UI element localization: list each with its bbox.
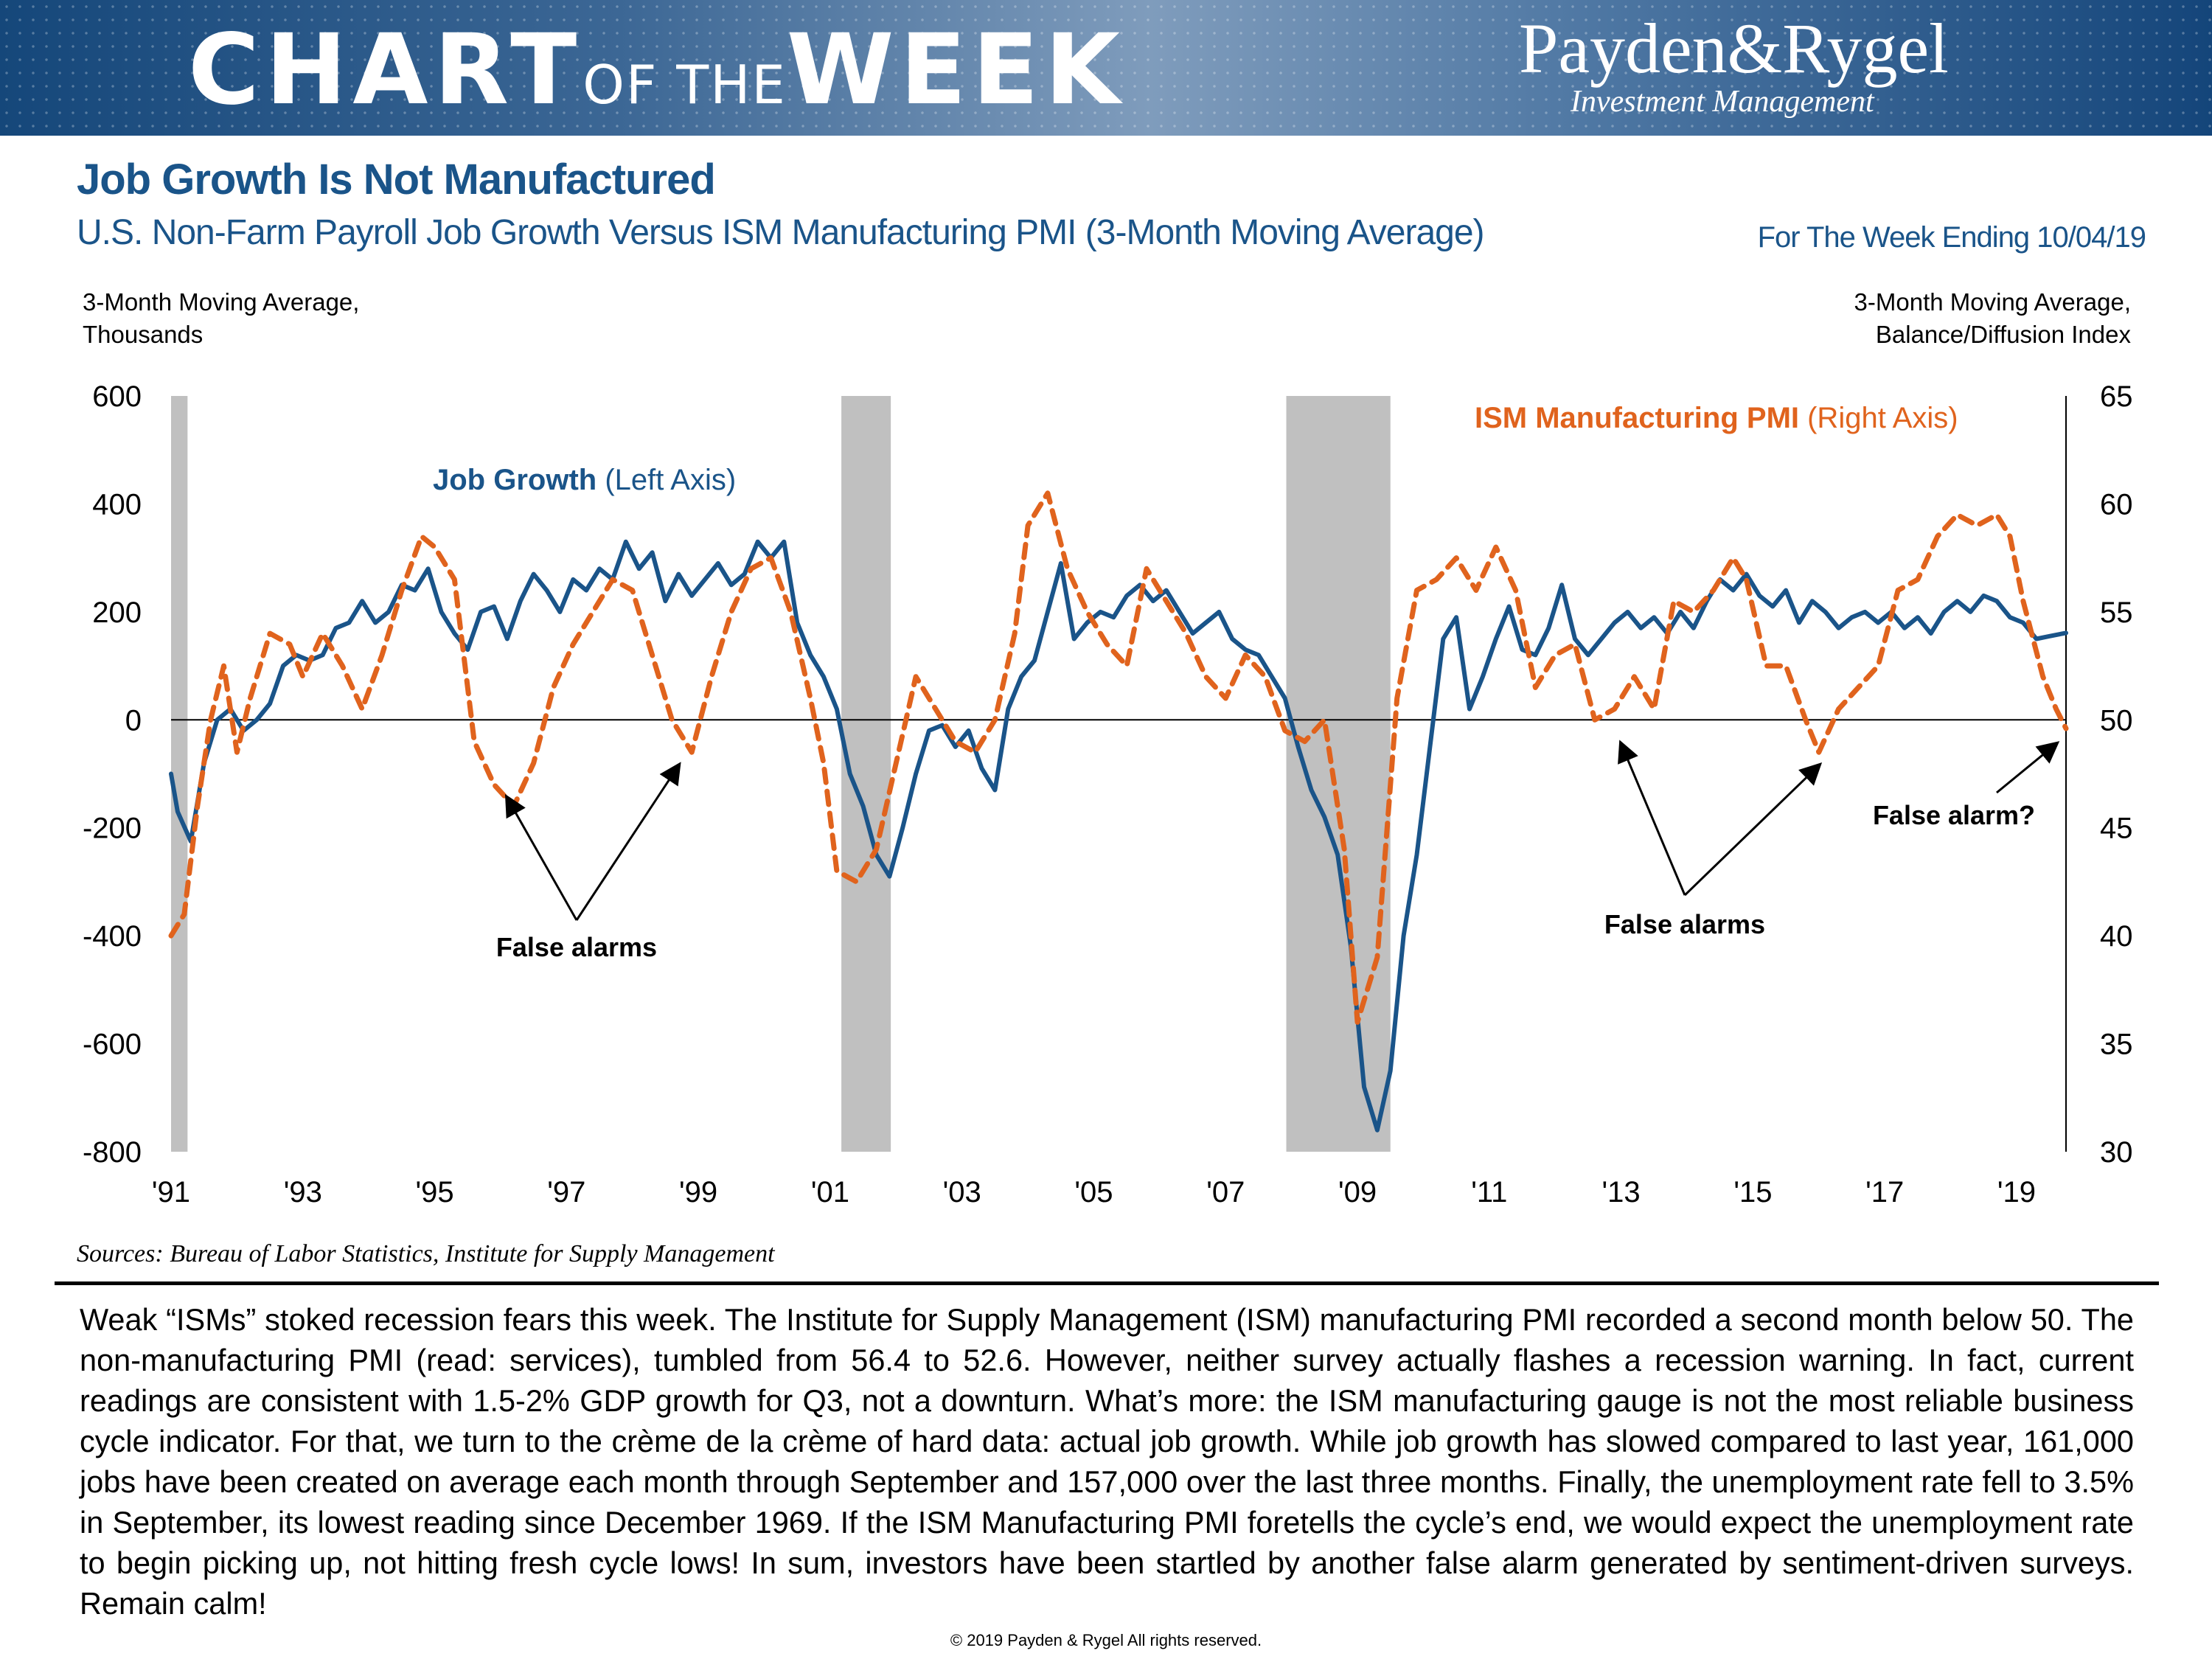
false-alarm-arrow [504,793,578,921]
right-axis-note: 3-Month Moving Average, Balance/Diffusio… [1854,286,2131,351]
right-tick-label: 35 [2100,1029,2133,1061]
x-tick-label: '99 [679,1176,717,1208]
false-alarm-arrow [1618,740,1686,896]
page-subtitle: U.S. Non-Farm Payroll Job Growth Versus … [77,213,1485,252]
x-tick-label: '03 [943,1176,981,1208]
week-ending: For The Week Ending 10/04/19 [1757,221,2146,254]
x-tick-label: '13 [1602,1176,1641,1208]
x-tick-label: '95 [415,1176,453,1208]
header-banner: CHARTOF THEWEEK Payden&Rygel Investment … [0,0,2212,136]
left-tick-label: 0 [125,704,142,737]
false-alarm-label: False alarms [1604,909,1765,939]
x-tick-label: '07 [1206,1176,1245,1208]
chart: 600 400 200 0 -200 -400 -600 -800 65 60 55 50 45 40 35… [83,380,2133,1208]
x-tick-label: '17 [1865,1176,1904,1208]
job-growth-label: Job Growth (Left Axis) [433,464,736,496]
false-alarm-label: False alarm? [1873,800,2035,830]
left-axis-note: 3-Month Moving Average, Thousands [83,286,359,351]
commentary-text: Weak “ISMs” stoked recession fears this … [80,1302,2134,1621]
x-tick-label: '93 [284,1176,322,1208]
x-tick-label: '01 [811,1176,849,1208]
x-tick-label: '19 [1997,1176,2036,1208]
logo-chart-text: CHART [188,13,583,127]
brand-subtitle: Investment Management [1571,85,1874,119]
left-tick-label: 600 [92,380,142,413]
right-tick-label: 45 [2100,813,2133,845]
chart-of-the-week-logo: CHARTOF THEWEEK [188,13,1126,127]
sources-note: Sources: Bureau of Labor Statistics, Ins… [77,1240,775,1267]
right-axis-note-line2: Balance/Diffusion Index [1875,321,2131,348]
right-tick-label: 30 [2100,1136,2133,1169]
ism-pmi-label: ISM Manufacturing PMI (Right Axis) [1475,402,1958,434]
left-tick-label: 200 [92,597,142,629]
logo-of-the-text: OF THE [582,54,787,116]
left-tick-label: -600 [83,1029,142,1061]
x-tick-label: '15 [1733,1176,1772,1208]
x-tick-label: '91 [152,1176,190,1208]
logo-week-text: WEEK [786,13,1127,127]
recession-bar-0 [171,396,188,1152]
brand-name: Payden&Rygel [1519,9,1949,88]
x-tick-label: '97 [547,1176,585,1208]
left-axis-note-line1: 3-Month Moving Average, [83,288,360,316]
recession-bar-2 [1286,396,1391,1152]
right-tick-label: 60 [2100,488,2133,521]
left-tick-label: -400 [83,920,142,953]
false-alarm-arrow [1996,741,2060,794]
x-tick-label: '05 [1074,1176,1113,1208]
copyright: © 2019 Payden & Rygel All rights reserve… [950,1631,1262,1649]
false-alarm-label: False alarms [496,932,657,962]
right-axis-note-line1: 3-Month Moving Average, [1854,288,2131,316]
left-tick-label: -200 [83,813,142,845]
ism-pmi-series-line [168,490,2069,1025]
x-tick-label: '09 [1338,1176,1377,1208]
banner-pattern [0,0,2212,136]
x-tick-label: '11 [1471,1176,1507,1208]
left-axis-note-line2: Thousands [83,321,204,348]
right-tick-label: 40 [2100,920,2133,953]
right-tick-label: 65 [2100,380,2133,413]
right-tick-label: 50 [2100,704,2133,737]
job-growth-series-line [169,539,2068,1133]
left-tick-label: -800 [83,1136,142,1169]
page-title: Job Growth Is Not Manufactured [77,156,716,204]
false-alarm-arrow [1683,762,1823,897]
left-tick-label: 400 [92,488,142,521]
false-alarm-arrow [575,762,681,921]
right-tick-label: 55 [2100,597,2133,629]
divider-line [55,1281,2159,1285]
